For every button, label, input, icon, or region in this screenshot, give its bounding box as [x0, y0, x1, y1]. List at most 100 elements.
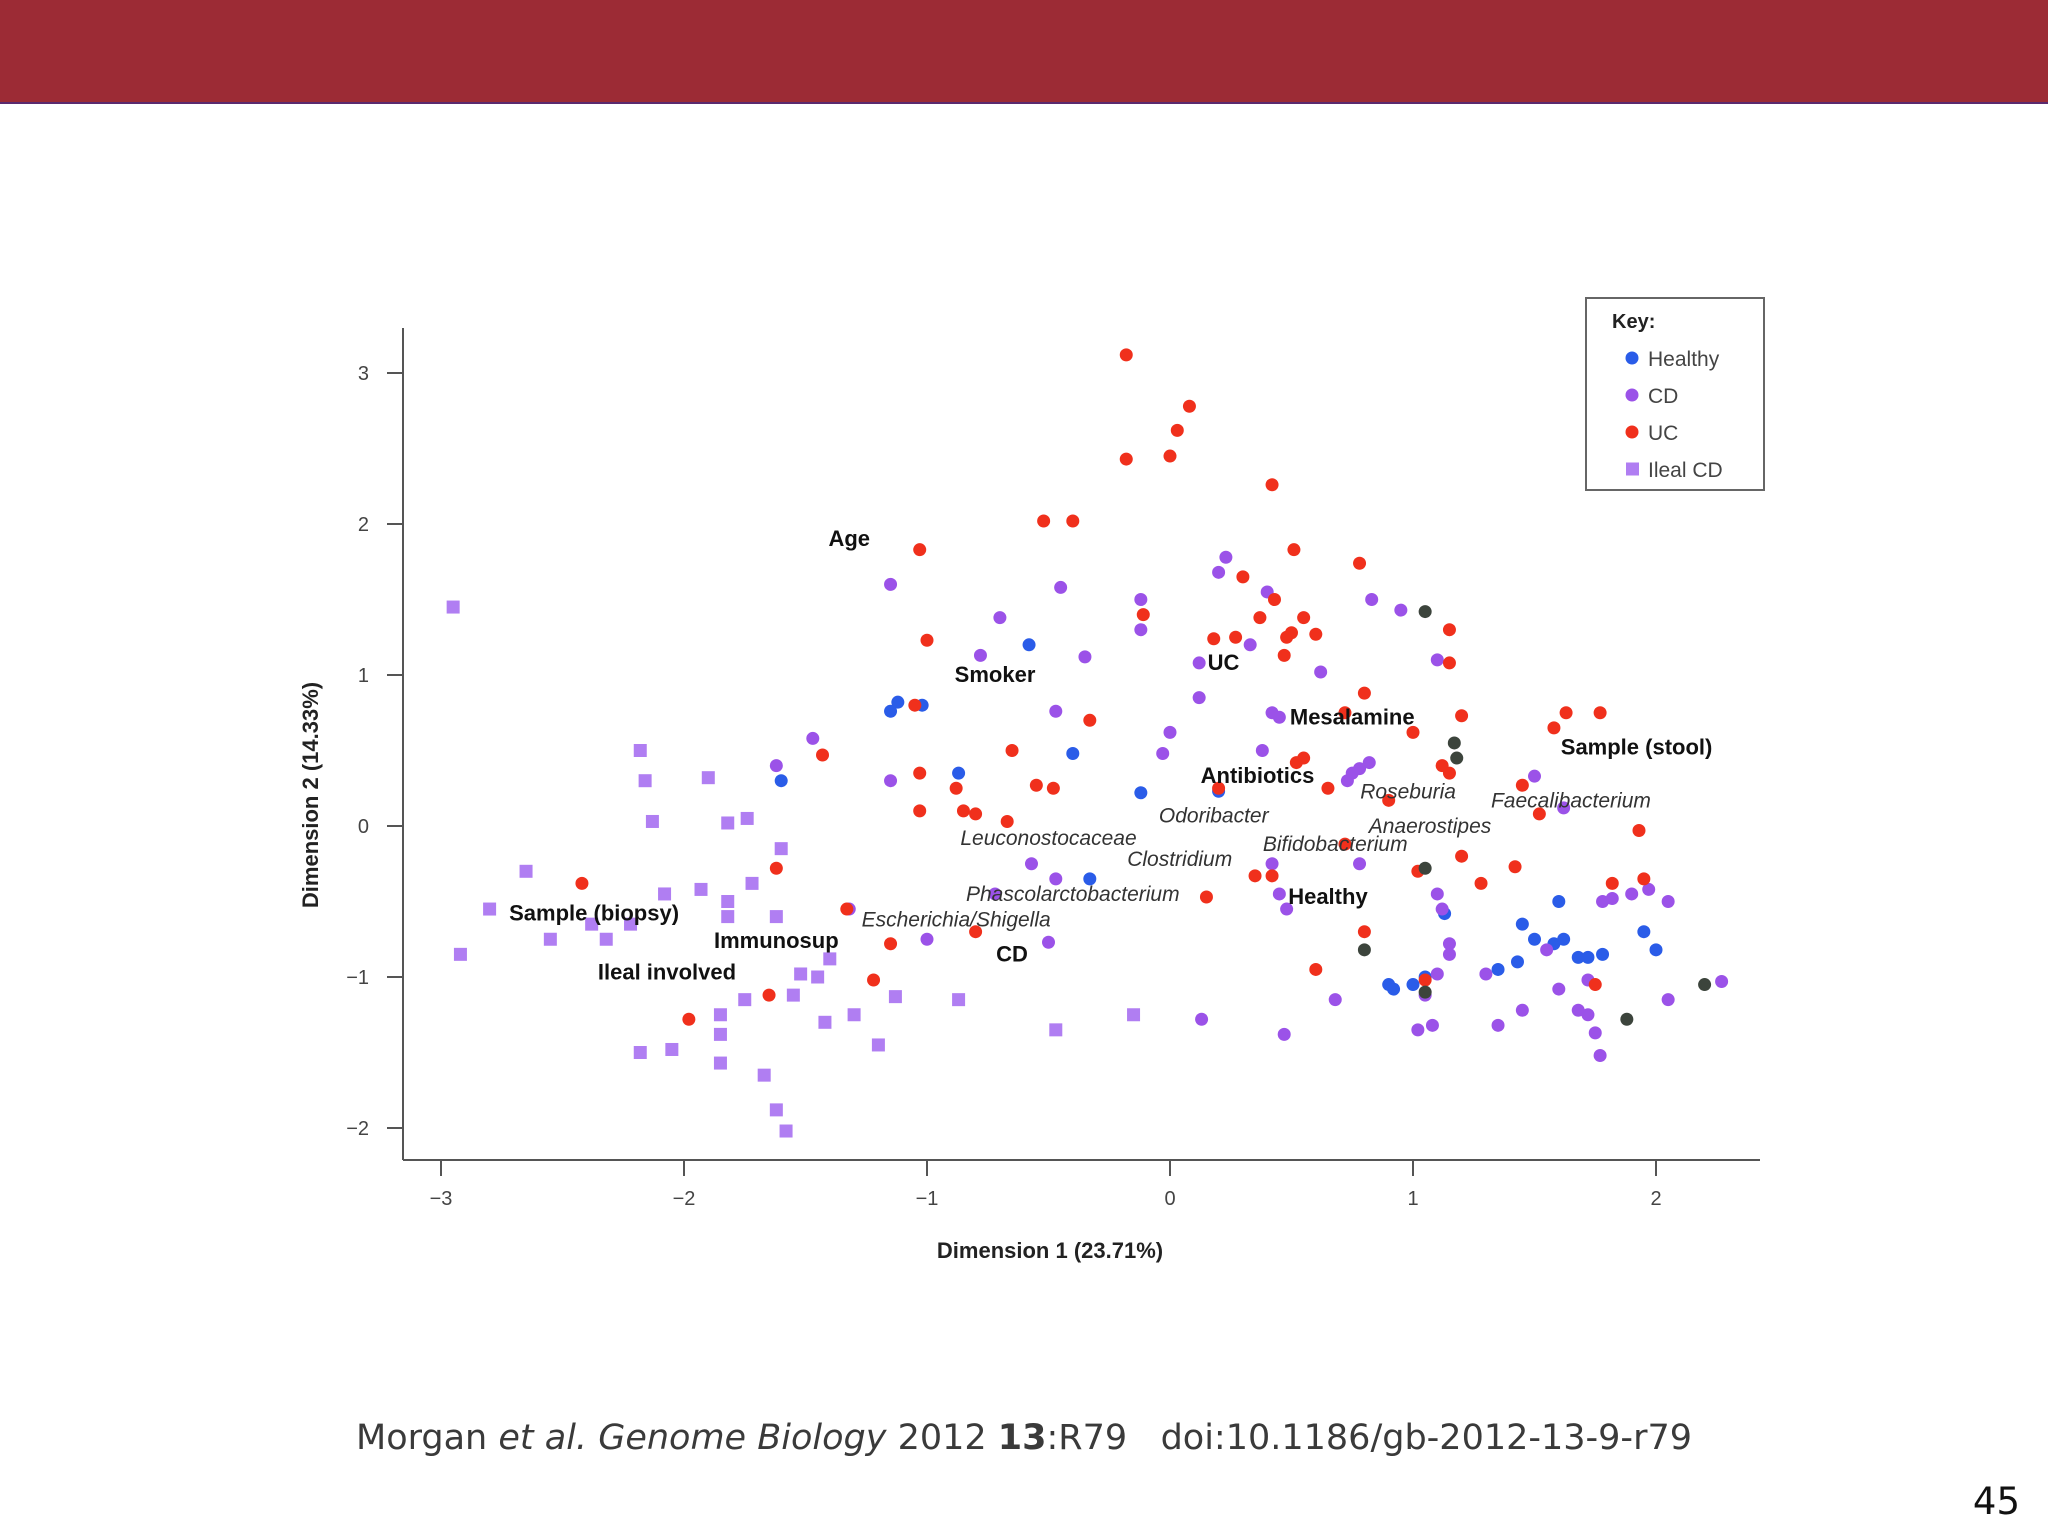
x-tick-label: −3: [430, 1188, 453, 1210]
data-point: [1192, 691, 1206, 705]
data-point: [1596, 947, 1610, 961]
annotation-label: Sample (stool): [1561, 734, 1713, 759]
data-point: [1593, 1049, 1607, 1063]
data-point: [1277, 1027, 1291, 1041]
data-point: [1309, 962, 1323, 976]
legend-label: CD: [1648, 385, 1678, 408]
data-point: [1508, 860, 1522, 874]
data-point: [1248, 869, 1262, 883]
annotation-label: CD: [996, 941, 1028, 966]
data-point: [884, 704, 898, 718]
data-point-square: [585, 917, 599, 931]
citation: Morgan et al. Genome Biology 2012 13:R79…: [0, 1418, 2048, 1458]
data-point: [1362, 756, 1376, 770]
data-point: [1357, 943, 1371, 957]
legend-label: Healthy: [1648, 348, 1720, 371]
data-point-square: [769, 910, 783, 924]
legend-marker: [1625, 388, 1639, 402]
data-point: [891, 695, 905, 709]
x-tick-label: −1: [916, 1188, 939, 1210]
citation-volume: 13: [997, 1418, 1047, 1458]
data-point: [1455, 709, 1469, 723]
data-point-square: [665, 1042, 679, 1056]
data-point: [952, 766, 966, 780]
data-point-square: [721, 895, 735, 908]
data-point: [1588, 1026, 1602, 1040]
data-point-square: [888, 990, 902, 1004]
data-point: [884, 937, 898, 951]
data-point: [1163, 725, 1177, 739]
chart-legend: Key: Healthy CD UC Ileal CD: [1585, 297, 1765, 491]
data-point: [1066, 514, 1080, 528]
data-point: [1661, 895, 1675, 908]
data-point: [1297, 611, 1311, 625]
data-point: [1418, 605, 1432, 619]
data-point-square: [757, 1068, 771, 1082]
data-point-square: [453, 947, 467, 961]
data-point: [1571, 950, 1585, 964]
data-point: [1387, 982, 1401, 996]
data-point-square: [952, 993, 966, 1007]
y-tick-label: −1: [346, 967, 369, 989]
data-point: [1515, 917, 1529, 931]
data-point-square: [779, 1124, 793, 1138]
data-point-square: [599, 932, 613, 946]
data-point: [1136, 608, 1150, 622]
data-point: [1297, 751, 1311, 765]
data-point: [1515, 1003, 1529, 1017]
data-point-square: [543, 932, 557, 946]
data-point: [1338, 837, 1352, 851]
data-point: [1510, 955, 1524, 969]
data-point: [920, 633, 934, 647]
data-point: [1199, 890, 1213, 904]
data-point: [1430, 653, 1444, 667]
data-point: [908, 698, 922, 712]
data-point: [1406, 725, 1420, 739]
data-point: [1491, 962, 1505, 976]
citation-doi: doi:10.1186/gb-2012-13-9-r79: [1160, 1418, 1692, 1458]
data-point-square: [745, 876, 759, 890]
data-point: [1066, 747, 1080, 761]
data-point: [913, 804, 927, 818]
data-point: [1637, 872, 1651, 886]
citation-year: 2012: [897, 1418, 987, 1458]
data-point: [1083, 713, 1097, 727]
annotation-label: Sample (biopsy): [509, 901, 679, 926]
data-point: [1029, 778, 1043, 792]
annotation-label: Ileal involved: [598, 959, 736, 984]
legend-title: Key:: [1612, 311, 1655, 333]
data-point: [1442, 623, 1456, 637]
annotation-label: Faecalibacterium: [1491, 789, 1651, 812]
data-point: [969, 807, 983, 821]
data-point-square: [446, 600, 460, 614]
data-point-square: [633, 1046, 647, 1059]
legend-marker-square: [1626, 462, 1639, 476]
data-point-square: [713, 1056, 727, 1070]
annotation-label: Leuconostocaceae: [960, 827, 1136, 850]
data-point: [806, 731, 820, 745]
citation-article: :R79: [1046, 1418, 1128, 1458]
data-point-square: [1127, 1008, 1141, 1022]
data-point: [1528, 932, 1541, 946]
data-point: [1447, 736, 1461, 750]
data-point: [1637, 925, 1651, 939]
data-point: [1620, 1012, 1634, 1026]
data-point: [1170, 423, 1184, 437]
data-point: [1192, 656, 1206, 670]
data-point-square: [645, 814, 659, 828]
data-point: [1382, 793, 1396, 807]
x-tick-label: 2: [1650, 1188, 1661, 1210]
data-point-square: [483, 902, 497, 916]
data-point: [1442, 766, 1456, 780]
data-point: [1406, 978, 1420, 992]
data-point-square: [638, 774, 652, 788]
legend-marker: [1625, 351, 1639, 365]
data-point: [1353, 556, 1367, 570]
data-point: [1557, 932, 1571, 946]
annotation-label: Antibiotics: [1201, 763, 1315, 788]
data-point: [993, 611, 1007, 625]
annotation-label: Age: [828, 526, 870, 551]
data-point: [774, 774, 788, 788]
data-point: [1435, 902, 1449, 916]
data-point: [1265, 857, 1279, 871]
